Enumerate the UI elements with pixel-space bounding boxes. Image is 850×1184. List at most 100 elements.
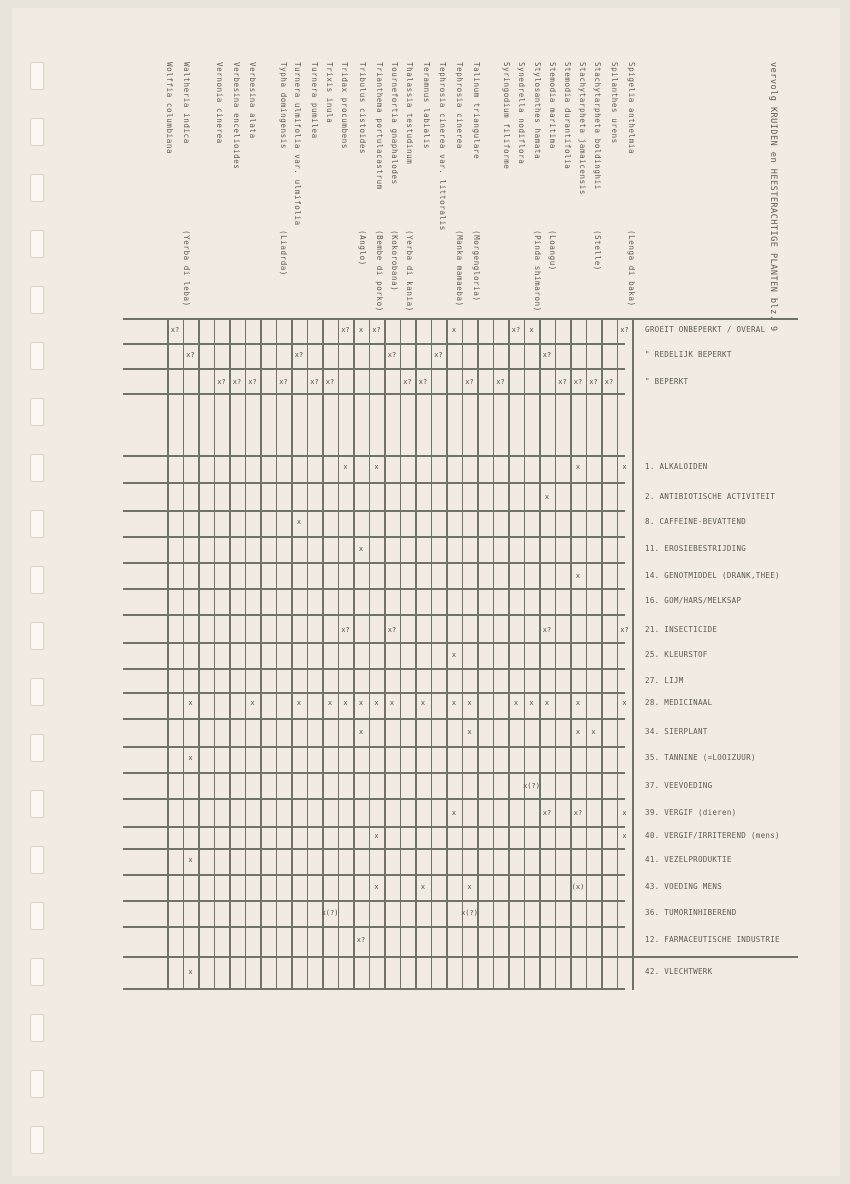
table-mark: x? [465,378,474,386]
table-mark: x? [620,326,629,334]
plant-name: Stemodia maritima [548,62,557,149]
binding-hole [30,1014,44,1042]
table-rule [123,772,625,774]
row-label: 36. TUMORINHIBEREND [645,908,737,917]
table-mark: x? [418,378,428,386]
plant-name: Trixis inula [325,62,334,124]
row-label: 41. VEZELPRODUKTIE [645,855,732,864]
plant-name: Stachytarpheta jamaicensis [578,62,587,195]
row-label: 40. VERGIF/IRRITEREND (mens) [645,831,780,840]
plant-name: Synedrella nodiflora [517,62,526,165]
table-mark: x [467,728,472,736]
table-rule [123,826,625,828]
table-mark: x? [356,936,366,944]
table-mark: x [358,699,364,707]
table-mark: x [575,572,581,580]
plant-name: Turnera ulmifolia var. ulmifolia [293,62,302,226]
table-mark: x? [542,626,552,634]
plant-name: Vernonia cinerea [215,62,224,144]
table-mark: x? [511,326,521,334]
row-label: 11. EROSIEBESTRIJDING [645,544,747,553]
table-rule [123,900,625,902]
table-mark: x [622,809,627,817]
plant-name: Spilanthes urens [610,62,619,144]
table-rule [123,368,625,370]
binding-hole [30,678,44,706]
binding-hole [30,566,44,594]
table-rule [123,482,625,484]
plant-name: Tribulus cistoides [358,62,367,155]
table-mark: (x) [571,883,585,891]
plant-name: Stemodia durantifolia [563,62,572,170]
plant-name: Teramnus labialis [422,62,431,149]
column-rule [430,318,432,990]
table-mark: x? [573,378,583,386]
binding-hole [30,1126,44,1154]
table-rule [123,614,625,616]
table-mark: x [575,699,581,707]
binding-hole [30,510,44,538]
table-mark: x [451,699,457,707]
table-mark: x? [387,351,397,359]
column-rule [167,318,169,990]
column-rule [399,318,401,990]
table-mark: x [374,832,379,840]
plant-name: Spigelia anthelmia [627,62,636,155]
column-rule [198,318,200,990]
local-name: (Pinda shimaron) [533,230,542,312]
column-rule [415,318,417,990]
local-name: (Manka mamaeba) [455,230,464,307]
table-mark: x [358,326,364,334]
row-label: 37. VEEVOEDING [645,781,713,790]
table-mark: x [622,832,627,840]
plant-name: Talinum triangulare [472,62,481,160]
binding-hole [30,174,44,202]
table-mark: x [343,699,348,707]
row-label: 8. CAFFEINE-BEVATTEND [645,517,747,526]
local-name: (Lenga di baka) [627,230,636,307]
table-rule [123,746,625,748]
table-rule [123,956,798,958]
row-label: 35. TANNINE (=LOOIZUUR) [645,753,756,762]
binding-hole [30,398,44,426]
row-label: 12. FARMACEUTISCHE INDUSTRIE [645,935,780,944]
column-rule [275,318,277,990]
table-rule [123,874,625,876]
table-rule [123,668,625,670]
table-mark: x [591,728,596,736]
table-mark: x [296,699,302,707]
table-mark: x [374,699,379,707]
table-mark: x? [325,378,335,386]
table-mark: x [188,754,193,762]
table-mark: x? [387,626,397,634]
column-rule [384,318,386,990]
column-rule [229,318,231,990]
column-rule [260,318,262,990]
local-name: (Morgengloria) [472,230,481,302]
column-rule [508,318,510,990]
table-mark: x [467,699,472,707]
plant-name: Wolffia columbiana [165,62,174,155]
table-rule [123,848,625,850]
binding-hole [30,286,44,314]
binding-hole [30,958,44,986]
plant-name: Turnera pumilea [310,62,319,139]
table-rule [123,393,625,395]
row-label: " BEPERKT [645,377,689,386]
table-mark: x? [496,378,505,386]
plant-name: Tephrosia cinerea [455,62,464,149]
table-mark: x? [573,809,583,817]
table-rule [123,588,625,590]
table-mark: x [327,699,333,707]
table-mark: x [575,463,581,471]
table-mark: x? [279,378,288,386]
table-mark: x [451,326,457,334]
table-mark: x [544,493,550,501]
column-rule [632,318,634,990]
row-label: 42. VLECHTWERK [645,967,713,976]
table-mark: x? [310,378,319,386]
table-mark: x? [372,326,381,334]
local-name: (Liadrda) [279,230,288,277]
plant-name: Syringodium filiforme [502,62,511,170]
local-name: (Bembe di porko) [375,230,384,312]
